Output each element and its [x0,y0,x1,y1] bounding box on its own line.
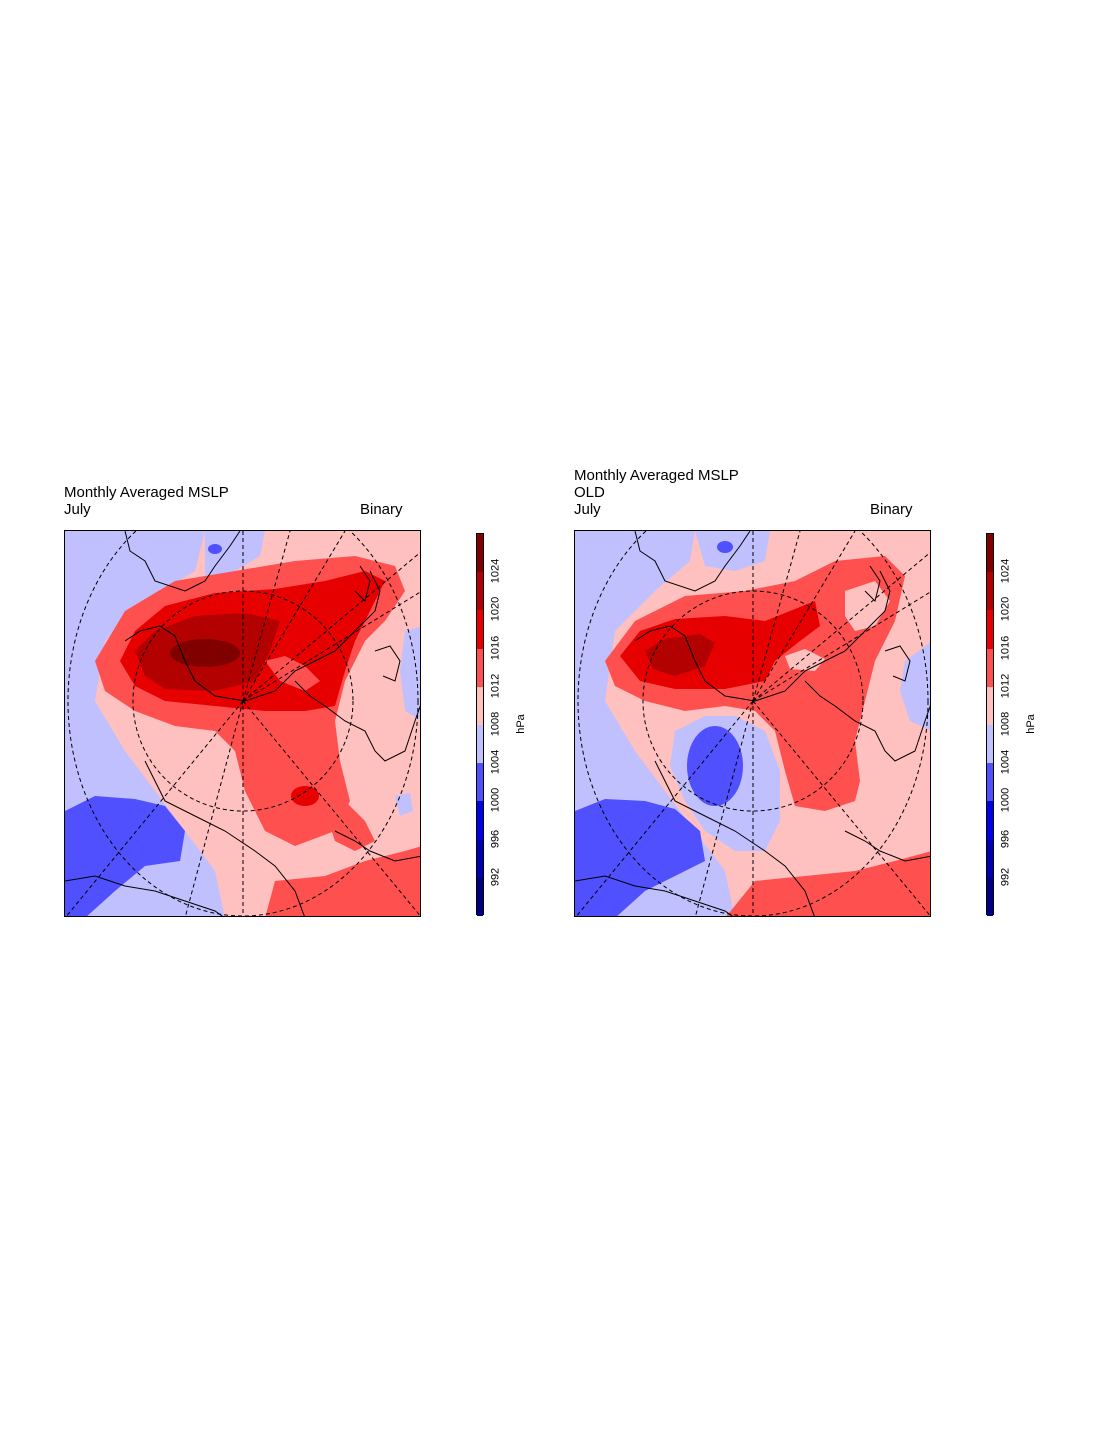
contour-1000-1004 [65,796,185,916]
colorbar-tick-label: 1024 [999,558,1012,584]
contour-1004-1008 [395,793,413,816]
contour-1004-1008 [900,642,930,731]
source-label: Binary [870,501,913,518]
colorbar-tick-label: 1020 [489,597,502,622]
colorbar-segment [987,610,993,649]
contour-1000-1004 [575,799,705,916]
contour-1004-1008 [400,626,420,720]
colorbar-tick-label: 1012 [999,673,1012,699]
colorbar-tick-label: 1020 [999,597,1012,622]
colorbar-segment [477,725,483,764]
colorbar-tick-label: 1008 [999,711,1012,737]
graticule [575,531,930,916]
contour-1024-1028 [170,639,240,667]
contour-1012-1016 [726,851,930,916]
colorbar-segment [477,839,483,878]
colorbar-segment [477,686,483,725]
colorbar-segment [987,877,993,916]
contour-1000-1004 [717,541,733,553]
colorbar [476,533,484,916]
colorbar-segment [987,572,993,611]
colorbar-segment [987,763,993,802]
colorbar-tick-label: 1008 [489,711,502,737]
contour-1000-1004 [208,544,222,554]
colorbar-tick-label: 1000 [489,788,502,813]
colorbar-tick-label: 992 [999,867,1012,886]
colorbar-segment [477,572,483,611]
colorbar-segment [477,534,483,573]
colorbar-tick-label: 1016 [999,635,1012,660]
panel-title: Monthly Averaged MSLP [64,484,229,501]
panel-subtitle: OLD [574,484,605,501]
colorbar-segment [477,648,483,687]
month-label: July [64,501,91,518]
coastlines [575,531,930,916]
contour-1012-1016 [325,801,375,851]
colorbar-tick-label: 1024 [489,558,502,584]
colorbar-segment [987,725,993,764]
colorbar-tick-label: 1004 [489,749,502,775]
contour-1004-1008 [205,531,265,576]
source-label: Binary [360,501,403,518]
colorbar-segment [477,801,483,840]
colorbar-tick-label: 1004 [999,749,1012,775]
contour-1000-1004 [687,726,743,806]
contour-1016-1020 [291,786,319,806]
colorbar-segment [477,610,483,649]
colorbar-tick-label: 1016 [489,635,502,660]
graticule [65,531,420,916]
panel-title: Monthly Averaged MSLP [574,467,739,484]
colorbar-tick-label: 1000 [999,788,1012,813]
contour-1004-1008 [695,531,770,571]
colorbar-segment [987,648,993,687]
colorbar-unit: hPa [1025,714,1037,734]
contour-1012-1016 [265,846,420,916]
month-label: July [574,501,601,518]
coastlines [65,531,420,916]
colorbar-segment [987,839,993,878]
colorbar-tick-label: 992 [489,867,502,886]
colorbar-tick-label: 996 [999,829,1012,848]
colorbar-segment [987,686,993,725]
colorbar-segment [987,534,993,573]
contour-1008-1012 [845,581,890,631]
colorbar-segment [477,763,483,802]
colorbar-unit: hPa [515,714,527,734]
colorbar-tick-label: 996 [489,829,502,848]
colorbar [986,533,994,916]
colorbar-tick-label: 1012 [489,673,502,699]
colorbar-segment [477,877,483,916]
colorbar-segment [987,801,993,840]
mslp-map [574,530,931,917]
mslp-map [64,530,421,917]
